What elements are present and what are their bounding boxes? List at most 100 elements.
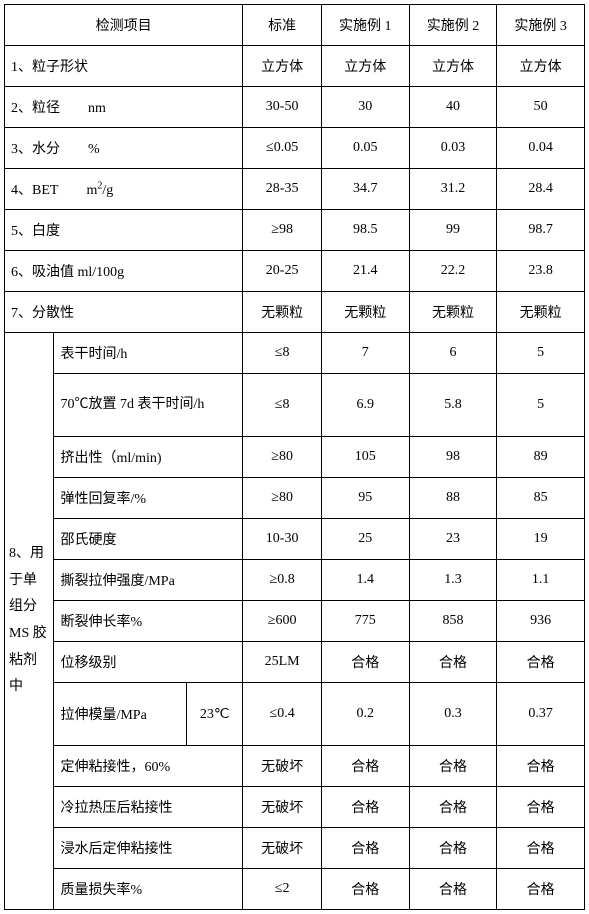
item-label: 定伸粘接性，60% [54,746,243,787]
item-label: 3、水分 % [5,128,243,169]
item-label: 2、粒径 nm [5,87,243,128]
item-label: 邵氏硬度 [54,519,243,560]
table-row: 6、吸油值 ml/100g20-2521.422.223.8 [5,251,585,292]
cell-e3: 5 [497,374,585,437]
cell-e1: 合格 [321,869,409,910]
cell-e1: 合格 [321,746,409,787]
table-row: 断裂伸长率%≥600775858936 [5,601,585,642]
cell-e1: 98.5 [321,210,409,251]
cell-e1: 95 [321,478,409,519]
table-row: 3、水分 %≤0.050.050.030.04 [5,128,585,169]
cell-e2: 31.2 [409,169,497,210]
cell-e2: 无颗粒 [409,292,497,333]
table-row: 7、分散性无颗粒无颗粒无颗粒无颗粒 [5,292,585,333]
cell-e1: 30 [321,87,409,128]
item-label: 1、粒子形状 [5,46,243,87]
item-label: 6、吸油值 ml/100g [5,251,243,292]
cell-e1: 25 [321,519,409,560]
cell-e2: 99 [409,210,497,251]
item-label: 冷拉热压后粘接性 [54,787,243,828]
item-label: 浸水后定伸粘接性 [54,828,243,869]
cell-e3: 89 [497,437,585,478]
table-row: 定伸粘接性，60%无破坏合格合格合格 [5,746,585,787]
table-row: 邵氏硬度10-30252319 [5,519,585,560]
cell-std: 25LM [243,642,322,683]
table-row: 2、粒径 nm30-50304050 [5,87,585,128]
table-row: 挤出性（ml/min)≥801059889 [5,437,585,478]
item-label: 7、分散性 [5,292,243,333]
cell-e2: 22.2 [409,251,497,292]
cell-e3: 0.37 [497,683,585,746]
item-label: 4、BET m2/g [5,169,243,210]
cell-e2: 0.3 [409,683,497,746]
cell-e2: 立方体 [409,46,497,87]
table-row: 冷拉热压后粘接性无破坏合格合格合格 [5,787,585,828]
cell-e1: 0.2 [321,683,409,746]
cell-std: 10-30 [243,519,322,560]
item-label: 70℃放置 7d 表干时间/h [54,374,243,437]
item-label: 断裂伸长率% [54,601,243,642]
cell-e2: 合格 [409,746,497,787]
cell-std: 无破坏 [243,828,322,869]
cell-e3: 936 [497,601,585,642]
table-row: 撕裂拉伸强度/MPa≥0.81.41.31.1 [5,560,585,601]
cell-std: ≤2 [243,869,322,910]
cell-e2: 0.03 [409,128,497,169]
cell-e2: 98 [409,437,497,478]
item-label: 撕裂拉伸强度/MPa [54,560,243,601]
cell-e2: 40 [409,87,497,128]
cell-e3: 19 [497,519,585,560]
header-e2: 实施例 2 [409,5,497,46]
cell-e1: 21.4 [321,251,409,292]
cell-e1: 34.7 [321,169,409,210]
cell-e1: 1.4 [321,560,409,601]
cell-e3: 合格 [497,787,585,828]
item-label: 质量损失率% [54,869,243,910]
cell-e2: 合格 [409,642,497,683]
cell-std: ≥98 [243,210,322,251]
spec-table: 检测项目 标准 实施例 1 实施例 2 实施例 3 1、粒子形状立方体立方体立方… [4,4,585,910]
cell-e3: 立方体 [497,46,585,87]
header-item: 检测项目 [5,5,243,46]
table-row: 8、用于单组分 MS 胶粘剂中表干时间/h≤8765 [5,333,585,374]
cell-std: ≥80 [243,437,322,478]
table-row: 5、白度≥9898.59998.7 [5,210,585,251]
cell-e3: 合格 [497,828,585,869]
cell-e2: 23 [409,519,497,560]
cell-std: 无破坏 [243,746,322,787]
table-row: 70℃放置 7d 表干时间/h≤86.95.85 [5,374,585,437]
item-label: 位移级别 [54,642,243,683]
table-row: 位移级别25LM合格合格合格 [5,642,585,683]
cell-e3: 50 [497,87,585,128]
cell-std: ≥0.8 [243,560,322,601]
cell-e2: 5.8 [409,374,497,437]
cell-e2: 858 [409,601,497,642]
cell-e3: 85 [497,478,585,519]
cell-e2: 合格 [409,869,497,910]
cell-e3: 98.7 [497,210,585,251]
cell-std: ≤8 [243,333,322,374]
cell-e2: 88 [409,478,497,519]
cell-e2: 合格 [409,828,497,869]
cell-e1: 合格 [321,787,409,828]
table-row: 浸水后定伸粘接性无破坏合格合格合格 [5,828,585,869]
cell-std: ≤0.05 [243,128,322,169]
header-std: 标准 [243,5,322,46]
table-row: 质量损失率%≤2合格合格合格 [5,869,585,910]
header-row: 检测项目 标准 实施例 1 实施例 2 实施例 3 [5,5,585,46]
cell-e1: 6.9 [321,374,409,437]
cell-e2: 合格 [409,787,497,828]
cell-e3: 1.1 [497,560,585,601]
cell-e3: 无颗粒 [497,292,585,333]
item-label: 拉伸模量/MPa [54,683,187,746]
cell-e1: 立方体 [321,46,409,87]
cell-e2: 1.3 [409,560,497,601]
cell-e1: 合格 [321,642,409,683]
cell-std: 无破坏 [243,787,322,828]
item-sub-label: 23℃ [187,683,243,746]
cell-e1: 7 [321,333,409,374]
table-row: 弹性回复率/%≥80958885 [5,478,585,519]
table-row: 拉伸模量/MPa23℃≤0.40.20.30.37 [5,683,585,746]
cell-std: 30-50 [243,87,322,128]
cell-std: 20-25 [243,251,322,292]
